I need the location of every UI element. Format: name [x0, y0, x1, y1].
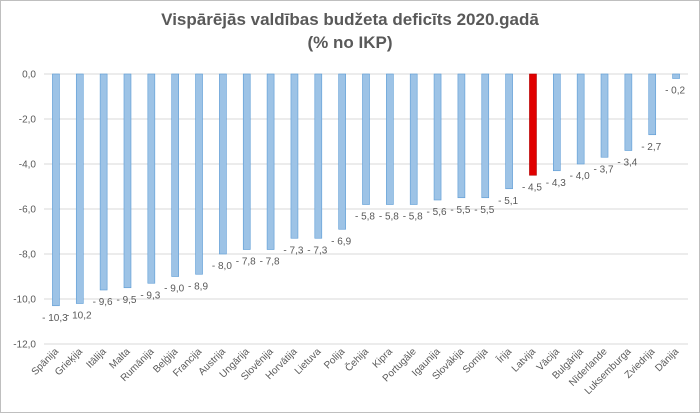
- chart-subtitle: (% no IKP): [307, 33, 393, 52]
- chart-title-block: Vispārējās valdības budžeta deficīts 202…: [0, 8, 700, 54]
- bar: [338, 73, 346, 230]
- chart-title: Vispārējās valdības budžeta deficīts 202…: [161, 10, 539, 29]
- data-label: - 7,3: [307, 245, 327, 256]
- bar: [219, 73, 227, 255]
- bar: [600, 73, 609, 158]
- data-label: - 4,5: [522, 182, 542, 193]
- x-tick-label: Lietuva: [293, 346, 324, 377]
- data-label: - 4,0: [570, 171, 590, 182]
- data-label: - 7,8: [236, 257, 256, 268]
- data-label: - 5,8: [379, 212, 399, 223]
- data-label: - 2,7: [641, 142, 661, 153]
- x-tick-label: Itālija: [84, 346, 109, 371]
- data-label: - 8,0: [212, 261, 232, 272]
- bar: [433, 73, 442, 201]
- y-tick-label: -10,0: [13, 295, 36, 306]
- bar: [266, 73, 275, 250]
- data-label: - 3,4: [617, 158, 637, 169]
- bar: [99, 73, 108, 291]
- bar: [147, 73, 156, 284]
- data-label: - 7,3: [283, 245, 303, 256]
- bar: [672, 73, 680, 79]
- bar: [290, 73, 299, 239]
- x-tick-label: Latvija: [510, 346, 539, 375]
- y-tick-label: -4,0: [19, 160, 37, 171]
- bar: [242, 73, 251, 250]
- bar: [123, 73, 132, 289]
- bar: [195, 73, 203, 275]
- y-tick-label: 0,0: [22, 70, 36, 81]
- bar: [386, 73, 394, 205]
- data-label: - 5,5: [474, 205, 494, 216]
- y-tick-label: -12,0: [13, 340, 36, 351]
- bar: [624, 73, 633, 151]
- data-label: - 0,2: [665, 86, 685, 97]
- bar: [553, 73, 561, 172]
- x-tick-label: Čehija: [342, 345, 372, 375]
- bar: [648, 73, 657, 136]
- y-tick-label: -8,0: [19, 250, 37, 261]
- bar: [457, 73, 466, 199]
- data-label: - 4,3: [546, 178, 566, 189]
- data-label: - 3,7: [594, 164, 614, 175]
- data-label: - 8,9: [188, 281, 208, 292]
- bar: [362, 73, 370, 205]
- bar: [52, 73, 60, 307]
- bar-highlight: [529, 73, 537, 176]
- x-tick-label: Somija: [461, 346, 491, 376]
- data-label: - 5,8: [355, 212, 375, 223]
- data-label: - 9,3: [140, 290, 160, 301]
- bar: [576, 73, 585, 165]
- x-tick-label: Grieķija: [53, 346, 85, 378]
- data-label: - 9,0: [164, 284, 184, 295]
- y-tick-label: -2,0: [19, 115, 37, 126]
- bar: [171, 73, 179, 277]
- bar: [314, 73, 323, 239]
- data-label: - 9,5: [116, 295, 136, 306]
- data-label: - 7,8: [260, 257, 280, 268]
- data-label: - 10,3: [42, 313, 68, 324]
- data-label: - 10,2: [66, 311, 92, 322]
- bar: [75, 73, 84, 304]
- data-label: - 5,5: [450, 205, 470, 216]
- data-label: - 5,1: [498, 196, 518, 207]
- data-label: - 5,6: [427, 207, 447, 218]
- x-tick-label: Dānija: [653, 346, 681, 374]
- y-tick-label: -6,0: [19, 205, 37, 216]
- x-tick-label: Īrija: [494, 345, 514, 365]
- bar: [481, 73, 490, 199]
- bar: [409, 73, 418, 205]
- bar: [505, 73, 513, 190]
- data-label: - 6,9: [331, 236, 351, 247]
- data-label: - 5,8: [403, 212, 423, 223]
- data-label: - 9,6: [93, 297, 113, 308]
